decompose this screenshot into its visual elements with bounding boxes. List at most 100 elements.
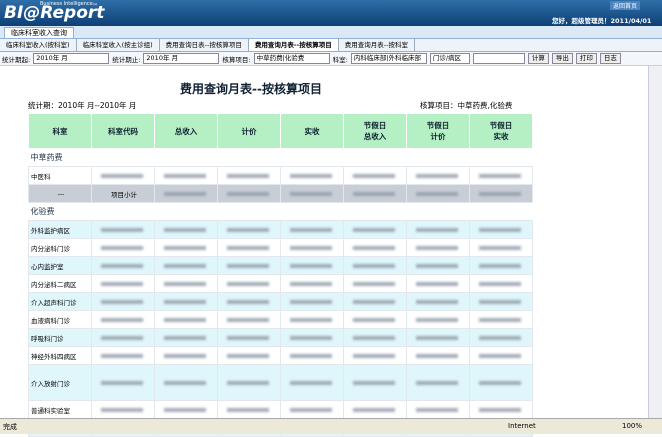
- group-row: 中草药费: [28, 148, 533, 167]
- cell: [154, 166, 218, 185]
- column-header: 总收入: [154, 113, 218, 149]
- cell: [406, 292, 470, 311]
- header-row: 科室 科室代码 总收入 计价 实收 节假日 总收入 节假日 计价 节假日 实收: [28, 113, 533, 149]
- blurred-value: [164, 245, 207, 250]
- cell: [469, 220, 533, 239]
- blurred-value: [164, 335, 207, 340]
- blurred-value: [416, 407, 459, 412]
- blurred-value: [290, 227, 333, 232]
- subtotal-label: ---: [28, 184, 92, 203]
- cell: [217, 310, 281, 329]
- blurred-value: [290, 173, 333, 178]
- blurred-value: [416, 353, 459, 358]
- select[interactable]: 内科临床部|外科临床部: [350, 53, 427, 64]
- cell: [343, 166, 407, 185]
- cell: [154, 184, 218, 203]
- label: 统计期止:: [112, 55, 141, 64]
- dept-name: 中医科: [28, 166, 92, 185]
- blurred-value: [227, 227, 270, 232]
- input[interactable]: [472, 53, 525, 64]
- data-row: 呼吸科门诊: [28, 328, 533, 347]
- blurred-value: [227, 245, 270, 250]
- blurred-value: [353, 263, 396, 268]
- cell: [91, 256, 155, 275]
- scrollbar[interactable]: [648, 66, 662, 418]
- data-row: 心内监护室: [28, 256, 533, 275]
- cell: [343, 220, 407, 239]
- blurred-value: [227, 281, 270, 286]
- sub-tab-bar: 临床科室收入(按科室) 临床科室收入(按主诊组) 费用查询日表--按核算项目 费用查询…: [0, 39, 662, 52]
- button[interactable]: 导出: [551, 53, 573, 64]
- home-link[interactable]: 返回首页: [610, 1, 641, 10]
- sub-tab[interactable]: 费用查询日表--按核算项目: [160, 39, 249, 51]
- blurred-value: [101, 380, 144, 385]
- blurred-value: [227, 263, 270, 268]
- blurred-value: [290, 335, 333, 340]
- cell: [406, 364, 470, 401]
- blurred-value: [353, 317, 396, 322]
- sub-tab[interactable]: 费用查询月表--按核算项目: [248, 39, 339, 51]
- blurred-value: [290, 407, 333, 412]
- select[interactable]: 2010年 月: [33, 53, 110, 64]
- blurred-value: [479, 407, 522, 412]
- blurred-value: [416, 335, 459, 340]
- blurred-value: [290, 281, 333, 286]
- blurred-value: [416, 380, 459, 385]
- blurred-value: [227, 335, 270, 340]
- blurred-value: [290, 263, 333, 268]
- blurred-value: [416, 191, 459, 196]
- blurred-value: [227, 317, 270, 322]
- dept-name: 外科监护病区: [28, 220, 92, 239]
- sub-tab[interactable]: 费用查询月表--按科室: [339, 39, 415, 51]
- select[interactable]: 中草药费|化验费: [253, 53, 330, 64]
- blurred-value: [290, 380, 333, 385]
- label: 科室:: [332, 55, 348, 64]
- cell: [343, 292, 407, 311]
- cell: [280, 256, 344, 275]
- blurred-value: [290, 299, 333, 304]
- blurred-value: [101, 353, 144, 358]
- button[interactable]: 打印: [575, 53, 597, 64]
- group-title: 中草药费: [28, 148, 533, 167]
- select[interactable]: 门诊/病区: [429, 53, 470, 64]
- main-tab[interactable]: 临床科室收入查询: [4, 27, 74, 38]
- blurred-value: [164, 227, 207, 232]
- blurred-value: [416, 281, 459, 286]
- welcome: 您好，超级管理员！2011/04/01: [552, 17, 652, 25]
- period: 统计期：2010年 月--2010年 月: [28, 101, 137, 110]
- blurred-value: [353, 173, 396, 178]
- blurred-value: [164, 299, 207, 304]
- cell: [280, 184, 344, 203]
- cell: [343, 274, 407, 293]
- cell: [217, 346, 281, 365]
- dept-name: 内分泌科门诊: [28, 238, 92, 257]
- blurred-value: [353, 245, 396, 250]
- cell: [280, 400, 344, 419]
- dept-name: 介入超声科门诊: [28, 292, 92, 311]
- blurred-value: [416, 317, 459, 322]
- blurred-value: [479, 317, 522, 322]
- blurred-value: [479, 191, 522, 196]
- button[interactable]: 日志: [599, 53, 621, 64]
- cell: [406, 310, 470, 329]
- blurred-value: [479, 335, 522, 340]
- column-header: 节假日 总收入: [343, 113, 407, 149]
- cell: [406, 328, 470, 347]
- blurred-value: [290, 353, 333, 358]
- sub-tab[interactable]: 临床科室收入(按科室): [0, 39, 77, 51]
- blurred-value: [479, 245, 522, 250]
- cell: [217, 238, 281, 257]
- cell: [217, 274, 281, 293]
- toolbar: 统计期起: 2010年 月 统计期止: 2010年 月 核算项目: 中草药费|化验费 …: [0, 52, 662, 66]
- blurred-value: [164, 281, 207, 286]
- cell: [154, 328, 218, 347]
- sub-tab[interactable]: 临床科室收入(按主诊组): [77, 39, 160, 51]
- button[interactable]: 计算: [527, 53, 549, 64]
- cell: [406, 346, 470, 365]
- subtotal-row: --- 项目小计: [28, 184, 533, 203]
- cell: [217, 166, 281, 185]
- select[interactable]: 2010年 月: [143, 53, 220, 64]
- cell: [217, 184, 281, 203]
- cell: [280, 346, 344, 365]
